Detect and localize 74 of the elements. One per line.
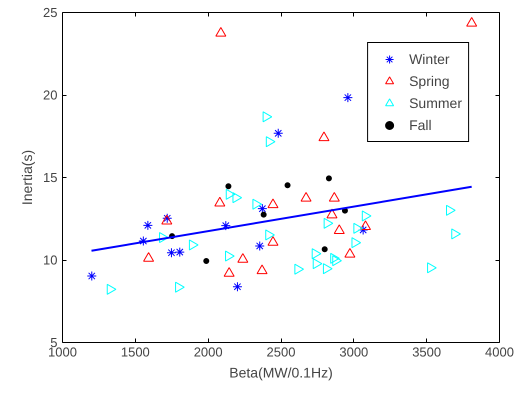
point	[203, 258, 210, 264]
point	[322, 263, 333, 274]
x-axis-title: Beta(MW/0.1Hz)	[229, 364, 333, 380]
point	[254, 240, 265, 251]
point	[362, 210, 372, 222]
point	[330, 252, 340, 264]
legend-label: Fall	[409, 117, 432, 133]
point	[225, 183, 232, 190]
point	[174, 247, 185, 258]
point	[106, 284, 116, 295]
point	[214, 196, 226, 206]
point	[318, 131, 330, 142]
point	[232, 282, 242, 292]
point	[284, 182, 291, 188]
point	[334, 224, 345, 234]
point	[451, 228, 461, 240]
point	[237, 253, 248, 263]
x-tick-label: 2500	[266, 344, 296, 360]
point	[142, 220, 153, 230]
y-tick-label: 10	[43, 252, 58, 268]
point	[159, 232, 169, 244]
legend-label: Spring	[409, 73, 450, 89]
point	[166, 248, 176, 258]
point	[175, 282, 185, 293]
point	[312, 258, 322, 270]
point	[257, 204, 268, 214]
point	[260, 212, 267, 218]
point	[351, 237, 362, 248]
point	[446, 204, 456, 216]
point	[267, 198, 278, 208]
point	[226, 188, 236, 200]
point	[360, 220, 371, 230]
y-axis-title: Inertia(s)	[19, 150, 36, 206]
x-tick-label: 1500	[120, 344, 150, 360]
point	[262, 111, 272, 122]
y-tick-label: 20	[43, 88, 58, 102]
point	[225, 250, 235, 262]
point	[86, 271, 97, 282]
legend-label: Winter	[409, 51, 450, 67]
point	[273, 128, 284, 138]
point	[326, 175, 332, 182]
point	[300, 192, 312, 202]
x-tick-label: 4000	[485, 344, 514, 360]
y-tick-label: 25	[43, 5, 58, 20]
point	[188, 239, 199, 250]
point	[358, 224, 368, 235]
point	[143, 252, 154, 262]
x-tick-label: 2000	[194, 344, 223, 360]
point	[256, 264, 268, 274]
point	[466, 16, 478, 27]
legend-label: Summer	[409, 95, 462, 111]
point	[252, 198, 262, 210]
x-tick-label: 3000	[339, 344, 368, 360]
point	[342, 92, 353, 103]
point	[328, 192, 340, 202]
point	[266, 136, 276, 148]
point	[322, 246, 328, 252]
point	[427, 262, 437, 274]
point	[138, 236, 148, 246]
y-tick-label: 15	[43, 170, 58, 185]
point	[224, 267, 235, 277]
point	[215, 27, 226, 37]
point	[326, 208, 338, 218]
point	[232, 192, 242, 204]
point	[344, 248, 356, 258]
point	[294, 264, 304, 275]
point	[312, 248, 322, 260]
point	[220, 220, 231, 231]
point	[324, 218, 334, 229]
point	[332, 255, 342, 266]
point	[353, 222, 364, 234]
point	[267, 236, 278, 246]
x-tick-label: 3500	[412, 344, 442, 360]
point	[265, 229, 275, 240]
